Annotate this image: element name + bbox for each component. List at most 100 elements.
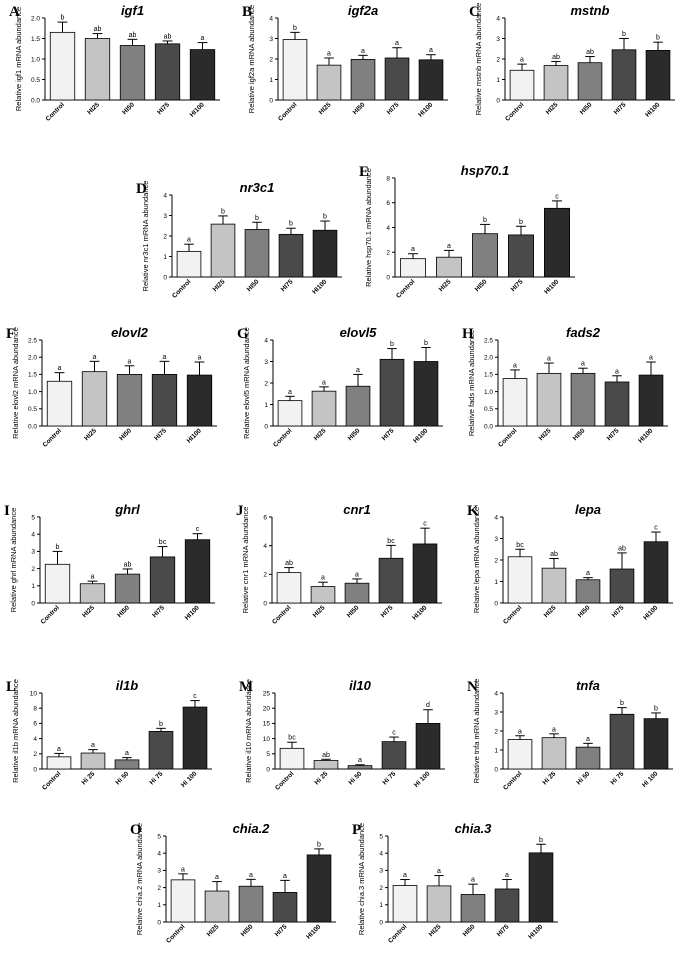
bar [313, 760, 339, 770]
y-tick-label: 0 [266, 766, 270, 773]
y-tick-label: 4 [33, 736, 37, 743]
significance-letter: a [513, 362, 517, 369]
bar [643, 718, 669, 770]
bar [426, 885, 452, 923]
x-tick-label: Hi 25 [313, 770, 329, 786]
y-tick-label: 4 [386, 225, 390, 232]
y-tick-label: 2.0 [31, 15, 40, 22]
gene-title: lepa [575, 502, 601, 517]
bar [279, 747, 305, 770]
x-tick-label: HI50 [121, 101, 136, 116]
x-tick-label: Hi 75 [381, 770, 397, 786]
significance-letter: a [57, 746, 61, 753]
significance-letter: bc [516, 542, 524, 549]
y-tick-label: 1 [31, 583, 35, 590]
y-tick-label: 0 [31, 600, 35, 607]
y-axis-label: Relative chia.2 mRNA abundance [135, 823, 144, 935]
y-tick-label: 8 [386, 175, 390, 182]
y-axis-label: Relative tnfa mRNA abundance [472, 679, 481, 784]
y-tick-label: 0 [494, 766, 498, 773]
y-tick-label: 0 [269, 97, 273, 104]
bar [344, 582, 370, 604]
x-tick-label: HI25 [212, 278, 227, 293]
y-axis-label: Relative elovl2 mRNA abundance [11, 327, 20, 439]
x-tick-label: Control [171, 278, 192, 299]
x-tick-label: HI100 [411, 604, 428, 621]
x-tick-label: HI100 [543, 278, 560, 295]
bar [379, 358, 405, 427]
significance-letter: c [555, 193, 559, 200]
significance-letter: a [552, 726, 556, 733]
x-tick-label: HI50 [579, 101, 594, 116]
gene-title: fads2 [566, 325, 601, 340]
panel-letter: K [467, 503, 479, 519]
y-tick-label: 2.5 [484, 337, 493, 344]
x-tick-label: HI100 [644, 101, 661, 118]
significance-letter: b [483, 217, 487, 224]
y-tick-label: 20 [263, 706, 271, 713]
significance-letter: a [358, 757, 362, 764]
y-tick-label: 1 [269, 77, 273, 84]
significance-letter: b [539, 837, 543, 844]
bar [577, 62, 603, 101]
y-axis-label: Relative elovl5 mRNA abundance [242, 327, 251, 439]
x-tick-label: HI100 [417, 101, 434, 118]
bar [609, 568, 635, 604]
bar [184, 539, 211, 604]
bar [392, 885, 418, 923]
y-tick-label: 2.5 [28, 337, 37, 344]
significance-letter: ab [285, 560, 293, 567]
bar [277, 400, 303, 427]
y-axis-label: Relative il10 mRNA abundance [244, 679, 253, 783]
y-tick-label: 2 [379, 885, 383, 892]
significance-letter: b [56, 544, 60, 551]
x-tick-label: HI75 [156, 101, 171, 116]
significance-letter: a [198, 355, 202, 362]
x-tick-label: Hi 25 [80, 770, 96, 786]
significance-letter: a [429, 47, 433, 54]
significance-letter: a [93, 354, 97, 361]
significance-letter: ab [618, 545, 626, 552]
x-tick-label: Hi 100 [413, 770, 432, 789]
bar [415, 723, 441, 770]
x-tick-label: HI75 [496, 923, 511, 938]
y-tick-label: 2 [263, 572, 267, 579]
significance-letter: a [187, 237, 191, 244]
y-tick-label: 0.0 [484, 423, 493, 430]
significance-letter: a [201, 35, 205, 42]
y-tick-label: 1 [496, 77, 500, 84]
bar [44, 563, 71, 604]
x-tick-label: Control [497, 427, 518, 448]
significance-letter: a [447, 243, 451, 250]
y-tick-label: 1.0 [28, 389, 37, 396]
y-axis-label: Relative ghrl mRNA abundance [9, 508, 18, 613]
x-tick-label: HI75 [280, 278, 295, 293]
y-tick-label: 1 [264, 402, 268, 409]
bar [643, 541, 669, 604]
bar [345, 385, 371, 427]
x-tick-label: HI75 [613, 101, 628, 116]
y-tick-label: 5 [157, 833, 161, 840]
y-tick-label: 2.0 [484, 355, 493, 362]
y-axis-label: Relative il1b mRNA abundance [11, 679, 20, 783]
bar [306, 854, 332, 923]
y-tick-label: 2 [157, 885, 161, 892]
x-tick-label: HI100 [642, 604, 659, 621]
x-tick-label: HI25 [545, 101, 560, 116]
bar [460, 894, 486, 923]
x-tick-label: HI25 [83, 427, 98, 442]
significance-letter: b [424, 340, 428, 347]
bar [543, 65, 569, 101]
y-tick-label: 4 [157, 851, 161, 858]
bar [604, 381, 630, 427]
x-tick-label: HI75 [380, 604, 395, 619]
y-tick-label: 25 [263, 690, 271, 697]
panel-letter: L [6, 679, 16, 695]
y-tick-label: 3 [379, 868, 383, 875]
bar [570, 372, 596, 427]
significance-letter: b [390, 341, 394, 348]
